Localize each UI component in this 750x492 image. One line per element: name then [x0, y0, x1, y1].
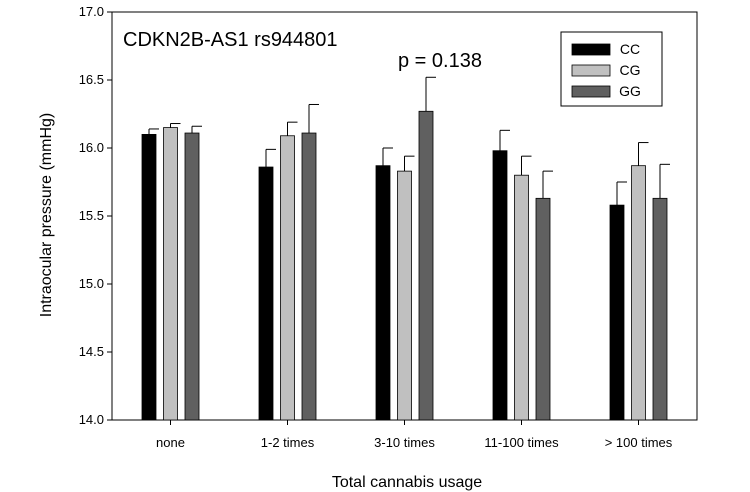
bar-gg-4	[652, 197, 668, 421]
legend-swatch-cg	[571, 64, 611, 77]
x-tick-label: > 100 times	[605, 435, 673, 450]
y-tick-label: 15.0	[79, 276, 104, 291]
legend-label-cg: CG	[620, 62, 641, 78]
x-axis-ticks: none 1-2 times 3-10 times 11-100 times > 100…	[156, 420, 673, 450]
bar-gg-2	[418, 110, 434, 421]
bar-cc-1	[258, 166, 274, 421]
error-bars-group	[148, 76, 670, 206]
x-axis-label: Total cannabis usage	[332, 474, 482, 491]
x-tick-label: 3-10 times	[374, 435, 435, 450]
bar-gg-3	[535, 197, 551, 421]
p-value-annotation: p = 0.138	[398, 50, 482, 72]
legend-label-cc: CC	[620, 41, 640, 57]
y-axis-label: Intraocular pressure (mmHg)	[38, 113, 55, 318]
bar-cc-0	[141, 133, 157, 421]
x-tick-label: 11-100 times	[484, 435, 559, 450]
bar-gg-1	[301, 132, 317, 421]
bar-cg-0	[163, 127, 178, 421]
legend-swatch-cc	[571, 43, 611, 56]
y-tick-label: 17.0	[79, 4, 104, 19]
bar-cg-2	[397, 170, 412, 421]
x-tick-label: 1-2 times	[261, 435, 315, 450]
bar-cc-3	[492, 150, 508, 421]
legend-swatch-gg	[571, 85, 611, 98]
y-tick-label: 14.5	[79, 344, 104, 359]
y-tick-label: 15.5	[79, 208, 104, 223]
x-tick-label: none	[156, 435, 185, 450]
bar-cc-4	[609, 204, 625, 421]
y-axis-ticks: 14.0 14.5 15.0 15.5 16.0 16.5 17.0	[79, 4, 112, 427]
bar-cg-3	[514, 174, 529, 421]
y-tick-label: 16.0	[79, 140, 104, 155]
bar-gg-0	[184, 132, 200, 421]
bar-cc-2	[375, 165, 391, 421]
bar-cg-1	[280, 135, 295, 421]
y-tick-label: 14.0	[79, 412, 104, 427]
legend: CC CG GG	[560, 31, 663, 107]
y-tick-label: 16.5	[79, 72, 104, 87]
bar-cg-4	[631, 165, 646, 421]
legend-label-gg: GG	[619, 83, 641, 99]
chart-title: CDKN2B-AS1 rs944801	[123, 29, 338, 51]
bars-group	[141, 110, 668, 421]
